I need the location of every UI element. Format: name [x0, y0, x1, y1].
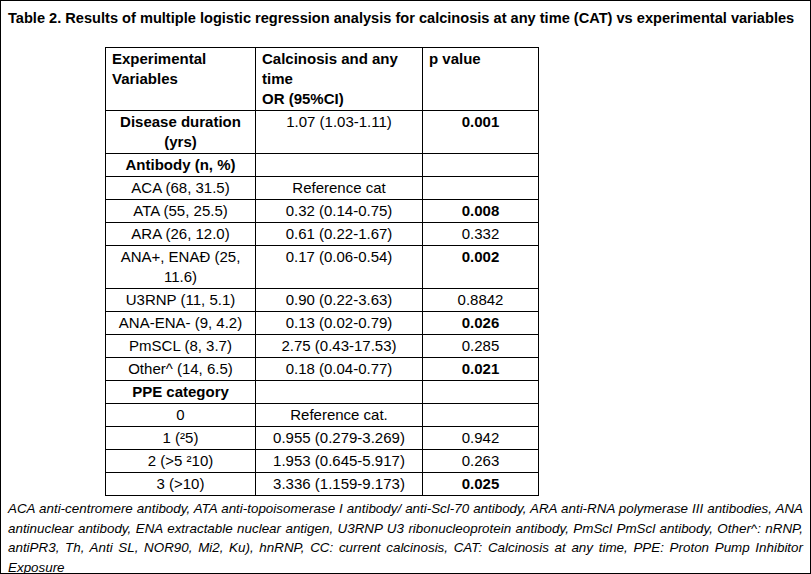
- table-cell: 2.75 (0.43-17.53): [256, 335, 423, 358]
- table-row: ARA (26, 12.0)0.61 (0.22-1.67)0.332: [106, 223, 539, 246]
- table-cell: 0.17 (0.06-0.54): [256, 246, 423, 289]
- table-cell: 3 (>10): [106, 473, 256, 496]
- table-cell: 0.332: [423, 223, 539, 246]
- column-header: p value: [423, 48, 539, 111]
- table-cell: Reference cat.: [256, 404, 423, 427]
- table-cell: 1.953 (0.645-5.917): [256, 450, 423, 473]
- table-cell: 0.18 (0.04-0.77): [256, 358, 423, 381]
- table-cell: 1.07 (1.03-1.11): [256, 111, 423, 154]
- table-row: U3RNP (11, 5.1)0.90 (0.22-3.63)0.8842: [106, 289, 539, 312]
- column-header: Experimental Variables: [106, 48, 256, 111]
- table-cell: 0.025: [423, 473, 539, 496]
- table-caption: Table 2. Results of multiple logistic re…: [8, 9, 803, 27]
- table-cell: Antibody (n, %): [106, 154, 256, 177]
- table-cell: 0.001: [423, 111, 539, 154]
- table-cell: ACA (68, 31.5): [106, 177, 256, 200]
- table-cell: 3.336 (1.159-9.173): [256, 473, 423, 496]
- table-cell: ARA (26, 12.0): [106, 223, 256, 246]
- table-row: 3 (>10)3.336 (1.159-9.173)0.025: [106, 473, 539, 496]
- table-row: Disease duration (yrs)1.07 (1.03-1.11)0.…: [106, 111, 539, 154]
- table-cell: 0.021: [423, 358, 539, 381]
- table-row: PPE category: [106, 381, 539, 404]
- table-cell: 0.263: [423, 450, 539, 473]
- table-cell: 0.285: [423, 335, 539, 358]
- table-body: Disease duration (yrs)1.07 (1.03-1.11)0.…: [106, 111, 539, 496]
- table-cell: ANA-ENA- (9, 4.2): [106, 312, 256, 335]
- table-cell: 0.90 (0.22-3.63): [256, 289, 423, 312]
- table-header: Experimental VariablesCalcinosis and any…: [106, 48, 539, 111]
- table-row: ANA-ENA- (9, 4.2)0.13 (0.02-0.79)0.026: [106, 312, 539, 335]
- table-row: PmSCL (8, 3.7)2.75 (0.43-17.53)0.285: [106, 335, 539, 358]
- table-cell: PPE category: [106, 381, 256, 404]
- table-cell: [423, 177, 539, 200]
- table-cell: Reference cat: [256, 177, 423, 200]
- table-row: 1 (²5)0.955 (0.279-3.269)0.942: [106, 427, 539, 450]
- table-cell: 0.61 (0.22-1.67): [256, 223, 423, 246]
- table-cell: 0.002: [423, 246, 539, 289]
- table-cell: 0.8842: [423, 289, 539, 312]
- table-cell: Disease duration (yrs): [106, 111, 256, 154]
- table-cell: 0: [106, 404, 256, 427]
- table-cell: PmSCL (8, 3.7): [106, 335, 256, 358]
- table-row: ATA (55, 25.5)0.32 (0.14-0.75)0.008: [106, 200, 539, 223]
- table-cell: 0.026: [423, 312, 539, 335]
- table-footnote: ACA anti-centromere antibody, ATA anti-t…: [8, 499, 803, 574]
- table-row: Other^ (14, 6.5)0.18 (0.04-0.77)0.021: [106, 358, 539, 381]
- table-cell: 0.942: [423, 427, 539, 450]
- table-row: ACA (68, 31.5)Reference cat: [106, 177, 539, 200]
- table-cell: ATA (55, 25.5): [106, 200, 256, 223]
- results-table: Experimental VariablesCalcinosis and any…: [105, 47, 539, 496]
- table-cell: 1 (²5): [106, 427, 256, 450]
- table-cell: 0.955 (0.279-3.269): [256, 427, 423, 450]
- table-cell: [256, 381, 423, 404]
- table-cell: 0.008: [423, 200, 539, 223]
- table-cell: U3RNP (11, 5.1): [106, 289, 256, 312]
- table-row: 0Reference cat.: [106, 404, 539, 427]
- table-cell: [423, 404, 539, 427]
- table-cell: ANA+, ENAÐ (25, 11.6): [106, 246, 256, 289]
- column-header: Calcinosis and any time OR (95%CI): [256, 48, 423, 111]
- document-page: Table 2. Results of multiple logistic re…: [0, 0, 811, 574]
- table-cell: 2 (>5 ²10): [106, 450, 256, 473]
- table-cell: [423, 154, 539, 177]
- table-cell: [256, 154, 423, 177]
- table-row: 2 (>5 ²10)1.953 (0.645-5.917)0.263: [106, 450, 539, 473]
- table-cell: Other^ (14, 6.5): [106, 358, 256, 381]
- table-cell: [423, 381, 539, 404]
- table-row: ANA+, ENAÐ (25, 11.6)0.17 (0.06-0.54)0.0…: [106, 246, 539, 289]
- table-header-row: Experimental VariablesCalcinosis and any…: [106, 48, 539, 111]
- table-row: Antibody (n, %): [106, 154, 539, 177]
- table-cell: 0.32 (0.14-0.75): [256, 200, 423, 223]
- table-cell: 0.13 (0.02-0.79): [256, 312, 423, 335]
